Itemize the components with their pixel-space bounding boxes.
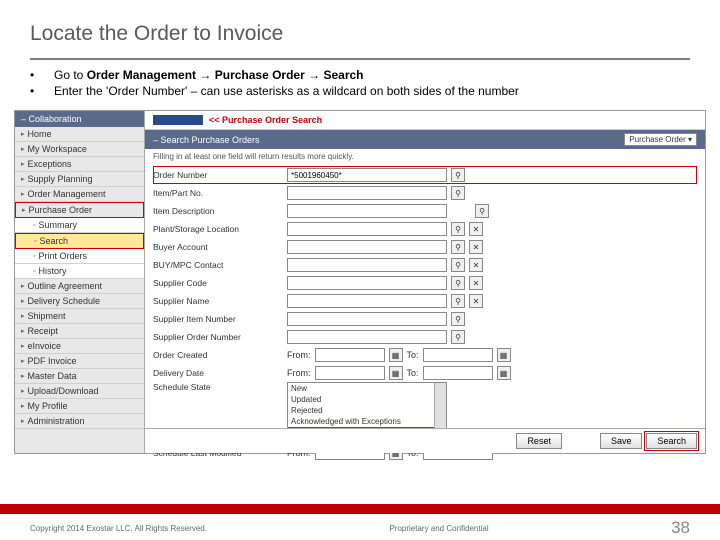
- listbox-option[interactable]: New: [288, 383, 434, 394]
- hint-text: Filling in at least one field will retur…: [145, 149, 705, 164]
- order-created-label: Order Created: [153, 350, 283, 360]
- slide-title: Locate the Order to Invoice: [30, 22, 690, 46]
- search-button[interactable]: Search: [646, 433, 697, 449]
- sidebar-item[interactable]: ▸Delivery Schedule: [15, 294, 144, 309]
- delivery-from-input[interactable]: [315, 366, 385, 380]
- confidential-text: Proprietary and Confidential: [207, 524, 671, 533]
- sidebar-item[interactable]: ▸Receipt: [15, 324, 144, 339]
- sidebar-item[interactable]: ▫History: [15, 264, 144, 279]
- item-part-label: Item/Part No.: [153, 188, 283, 198]
- sidebar-item[interactable]: ▸My Profile: [15, 399, 144, 414]
- sidebar-item[interactable]: ▸Purchase Order: [15, 202, 144, 218]
- panel-header: – Search Purchase Orders Purchase Order …: [145, 130, 705, 149]
- buyer-account-label: Buyer Account: [153, 242, 283, 252]
- clear-icon[interactable]: ✕: [469, 240, 483, 254]
- search-form: Order Number ⚲ Item/Part No. ⚲ Item Desc…: [145, 164, 705, 464]
- clear-icon[interactable]: ✕: [469, 258, 483, 272]
- panel-type-dropdown[interactable]: Purchase Order ▾: [624, 133, 697, 146]
- schedule-state-label: Schedule State: [153, 382, 283, 392]
- sidebar-header: – Collaboration: [15, 111, 144, 127]
- calendar-icon[interactable]: ▦: [497, 366, 511, 380]
- accent-band: [0, 504, 720, 514]
- sidebar: – Collaboration ▸Home▸My Workspace▸Excep…: [15, 111, 145, 453]
- plant-label: Plant/Storage Location: [153, 224, 283, 234]
- app-screenshot: – Collaboration ▸Home▸My Workspace▸Excep…: [14, 110, 706, 454]
- calendar-icon[interactable]: ▦: [497, 348, 511, 362]
- sidebar-item[interactable]: ▸PDF Invoice: [15, 354, 144, 369]
- breadcrumb: Purchase Order Search: [222, 115, 322, 125]
- calendar-icon[interactable]: ▦: [389, 366, 403, 380]
- lookup-icon[interactable]: ⚲: [451, 294, 465, 308]
- sidebar-item[interactable]: ▸Home: [15, 127, 144, 142]
- exostar-logo: [153, 115, 203, 125]
- sidebar-item[interactable]: ▸Supply Planning: [15, 172, 144, 187]
- bullet-2: Enter the 'Order Number' – can use aster…: [54, 84, 690, 98]
- supplier-order-input[interactable]: [287, 330, 447, 344]
- supplier-item-label: Supplier Item Number: [153, 314, 283, 324]
- delivery-to-input[interactable]: [423, 366, 493, 380]
- supplier-name-input[interactable]: [287, 294, 447, 308]
- item-part-input[interactable]: [287, 186, 447, 200]
- clear-icon[interactable]: ✕: [469, 294, 483, 308]
- page-number: 38: [671, 518, 690, 538]
- buy-mpc-input[interactable]: [287, 258, 447, 272]
- sidebar-item[interactable]: ▫Summary: [15, 218, 144, 233]
- buyer-account-input[interactable]: [287, 240, 447, 254]
- sidebar-item[interactable]: ▸My Workspace: [15, 142, 144, 157]
- listbox-option[interactable]: Rejected: [288, 405, 434, 416]
- order-created-from-input[interactable]: [315, 348, 385, 362]
- sidebar-item[interactable]: ▸Shipment: [15, 309, 144, 324]
- sidebar-item[interactable]: ▸Outline Agreement: [15, 279, 144, 294]
- sidebar-item[interactable]: ▫Print Orders: [15, 249, 144, 264]
- bullet-list: • Go to Order Management → Purchase Orde…: [0, 60, 720, 106]
- sidebar-item[interactable]: ▸eInvoice: [15, 339, 144, 354]
- buy-mpc-label: BUY/MPC Contact: [153, 260, 283, 270]
- order-created-to-input[interactable]: [423, 348, 493, 362]
- order-number-label: Order Number: [153, 170, 283, 180]
- supplier-code-label: Supplier Code: [153, 278, 283, 288]
- footer: Copyright 2014 Exostar LLC. All Rights R…: [0, 516, 720, 540]
- sidebar-item[interactable]: ▸Exceptions: [15, 157, 144, 172]
- lookup-icon[interactable]: ⚲: [451, 222, 465, 236]
- lookup-icon[interactable]: ⚲: [451, 240, 465, 254]
- sidebar-item[interactable]: ▸Administration: [15, 414, 144, 429]
- sidebar-item[interactable]: ▸Order Management: [15, 187, 144, 202]
- bullet-1: Go to Order Management → Purchase Order …: [54, 68, 690, 82]
- delivery-date-label: Delivery Date: [153, 368, 283, 378]
- listbox-option[interactable]: Acknowledged with Exceptions: [288, 416, 434, 427]
- lookup-icon[interactable]: ⚲: [451, 312, 465, 326]
- clear-icon[interactable]: ✕: [469, 276, 483, 290]
- clear-icon[interactable]: ✕: [469, 222, 483, 236]
- plant-input[interactable]: [287, 222, 447, 236]
- copyright-text: Copyright 2014 Exostar LLC. All Rights R…: [30, 524, 207, 533]
- supplier-code-input[interactable]: [287, 276, 447, 290]
- lookup-icon[interactable]: ⚲: [451, 186, 465, 200]
- sidebar-item[interactable]: ▸Master Data: [15, 369, 144, 384]
- sidebar-item[interactable]: ▫Search: [15, 233, 144, 249]
- supplier-name-label: Supplier Name: [153, 296, 283, 306]
- supplier-order-label: Supplier Order Number: [153, 332, 283, 342]
- lookup-icon[interactable]: ⚲: [451, 258, 465, 272]
- lookup-icon[interactable]: ⚲: [451, 168, 465, 182]
- button-bar: Reset Save Search: [145, 428, 705, 453]
- item-desc-label: Item Description: [153, 206, 283, 216]
- main-panel: << Purchase Order Search – Search Purcha…: [145, 111, 705, 453]
- lookup-icon[interactable]: ⚲: [451, 276, 465, 290]
- reset-button[interactable]: Reset: [516, 433, 562, 449]
- breadcrumb-bar: << Purchase Order Search: [145, 111, 705, 130]
- supplier-item-input[interactable]: [287, 312, 447, 326]
- listbox-option[interactable]: Updated: [288, 394, 434, 405]
- item-desc-input[interactable]: [287, 204, 447, 218]
- lookup-icon[interactable]: ⚲: [475, 204, 489, 218]
- sidebar-item[interactable]: ▸Upload/Download: [15, 384, 144, 399]
- save-button[interactable]: Save: [600, 433, 643, 449]
- order-number-input[interactable]: [287, 168, 447, 182]
- lookup-icon[interactable]: ⚲: [451, 330, 465, 344]
- calendar-icon[interactable]: ▦: [389, 348, 403, 362]
